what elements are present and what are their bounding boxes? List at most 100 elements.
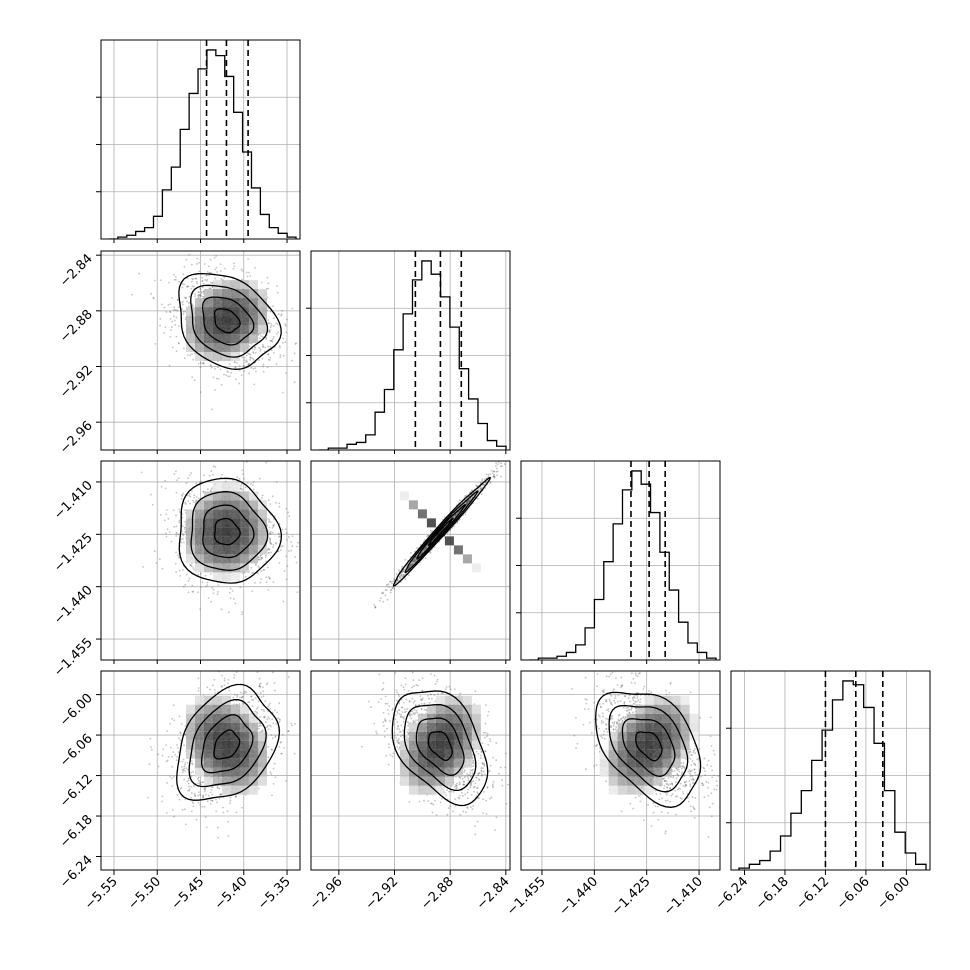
density-cell — [213, 482, 222, 491]
sample-point — [181, 498, 183, 500]
density-cell — [409, 500, 418, 509]
sample-point — [288, 515, 290, 517]
sample-point — [208, 275, 210, 277]
sample-point — [240, 487, 242, 489]
sample-point — [165, 326, 167, 328]
sample-point — [184, 521, 186, 523]
panel-content — [141, 435, 311, 615]
sample-point — [197, 574, 199, 576]
sample-point — [173, 315, 175, 317]
sample-point — [230, 588, 232, 590]
sample-point — [184, 502, 186, 504]
sample-point — [515, 455, 517, 457]
sample-point — [201, 280, 203, 282]
sample-point — [236, 812, 238, 814]
sample-point — [169, 531, 171, 533]
sample-point — [215, 466, 217, 468]
sample-point — [214, 257, 216, 259]
sample-point — [183, 768, 185, 770]
sample-point — [496, 474, 498, 476]
sample-point — [205, 575, 207, 577]
sample-point — [176, 492, 178, 494]
sample-point — [456, 522, 458, 524]
sample-point — [504, 463, 506, 465]
sample-point — [207, 271, 209, 273]
sample-point — [391, 583, 393, 585]
sample-point — [200, 291, 202, 293]
density-cell — [240, 536, 249, 545]
sample-point — [200, 362, 202, 364]
sample-point — [286, 532, 288, 534]
sample-point — [171, 326, 173, 328]
sample-point — [208, 795, 210, 797]
sample-point — [396, 581, 398, 583]
sample-point — [263, 710, 265, 712]
sample-point — [138, 273, 140, 275]
sample-point — [220, 270, 222, 272]
sample-point — [184, 266, 186, 268]
sample-point — [260, 692, 262, 694]
sample-point — [270, 543, 272, 545]
sample-point — [167, 528, 169, 530]
density-cell — [222, 289, 231, 298]
density-cell — [258, 325, 267, 334]
density-cell — [213, 298, 222, 307]
sample-point — [243, 370, 245, 372]
sample-point — [374, 607, 376, 609]
sample-point — [267, 288, 269, 290]
density-cell — [231, 518, 240, 527]
sample-point — [212, 474, 214, 476]
sample-point — [171, 321, 173, 323]
sample-point — [254, 346, 256, 348]
sample-point — [466, 502, 468, 504]
sample-point — [500, 466, 502, 468]
sample-point — [267, 756, 269, 758]
sample-point — [205, 275, 207, 277]
sample-point — [241, 483, 243, 485]
sample-point — [273, 317, 275, 319]
sample-point — [192, 500, 194, 502]
sample-point — [161, 486, 163, 488]
sample-point — [182, 304, 184, 306]
sample-point — [141, 471, 143, 473]
sample-point — [236, 476, 238, 478]
panel-content — [373, 423, 542, 608]
sample-point — [241, 489, 243, 491]
sample-point — [184, 526, 186, 528]
sample-point — [210, 364, 212, 366]
sample-point — [380, 597, 382, 599]
sample-point — [171, 766, 173, 768]
sample-point — [261, 497, 263, 499]
sample-point — [190, 772, 192, 774]
sample-point — [206, 280, 208, 282]
sample-point — [188, 500, 190, 502]
sample-point — [198, 780, 200, 782]
density-cell — [186, 527, 195, 536]
density-cell — [213, 572, 222, 581]
sample-point — [249, 345, 251, 347]
sample-point — [198, 262, 200, 264]
panel-content — [147, 645, 317, 839]
sample-point — [189, 503, 191, 505]
sample-point — [175, 279, 177, 281]
sample-point — [228, 611, 230, 613]
sample-point — [208, 597, 210, 599]
sample-point — [187, 354, 189, 356]
sample-point — [183, 542, 185, 544]
sample-point — [286, 539, 288, 541]
sample-point — [183, 311, 185, 313]
sample-point — [233, 262, 235, 264]
density-cell — [204, 527, 213, 536]
sample-point — [268, 322, 270, 324]
sample-point — [158, 766, 160, 768]
sample-point — [210, 281, 212, 283]
sample-point — [259, 582, 261, 584]
sample-point — [268, 519, 270, 521]
sample-point — [510, 451, 512, 453]
sample-point — [182, 493, 184, 495]
sample-point — [155, 343, 157, 345]
sample-point — [164, 480, 166, 482]
sample-point — [210, 470, 212, 472]
sample-point — [188, 778, 190, 780]
sample-point — [270, 552, 272, 554]
